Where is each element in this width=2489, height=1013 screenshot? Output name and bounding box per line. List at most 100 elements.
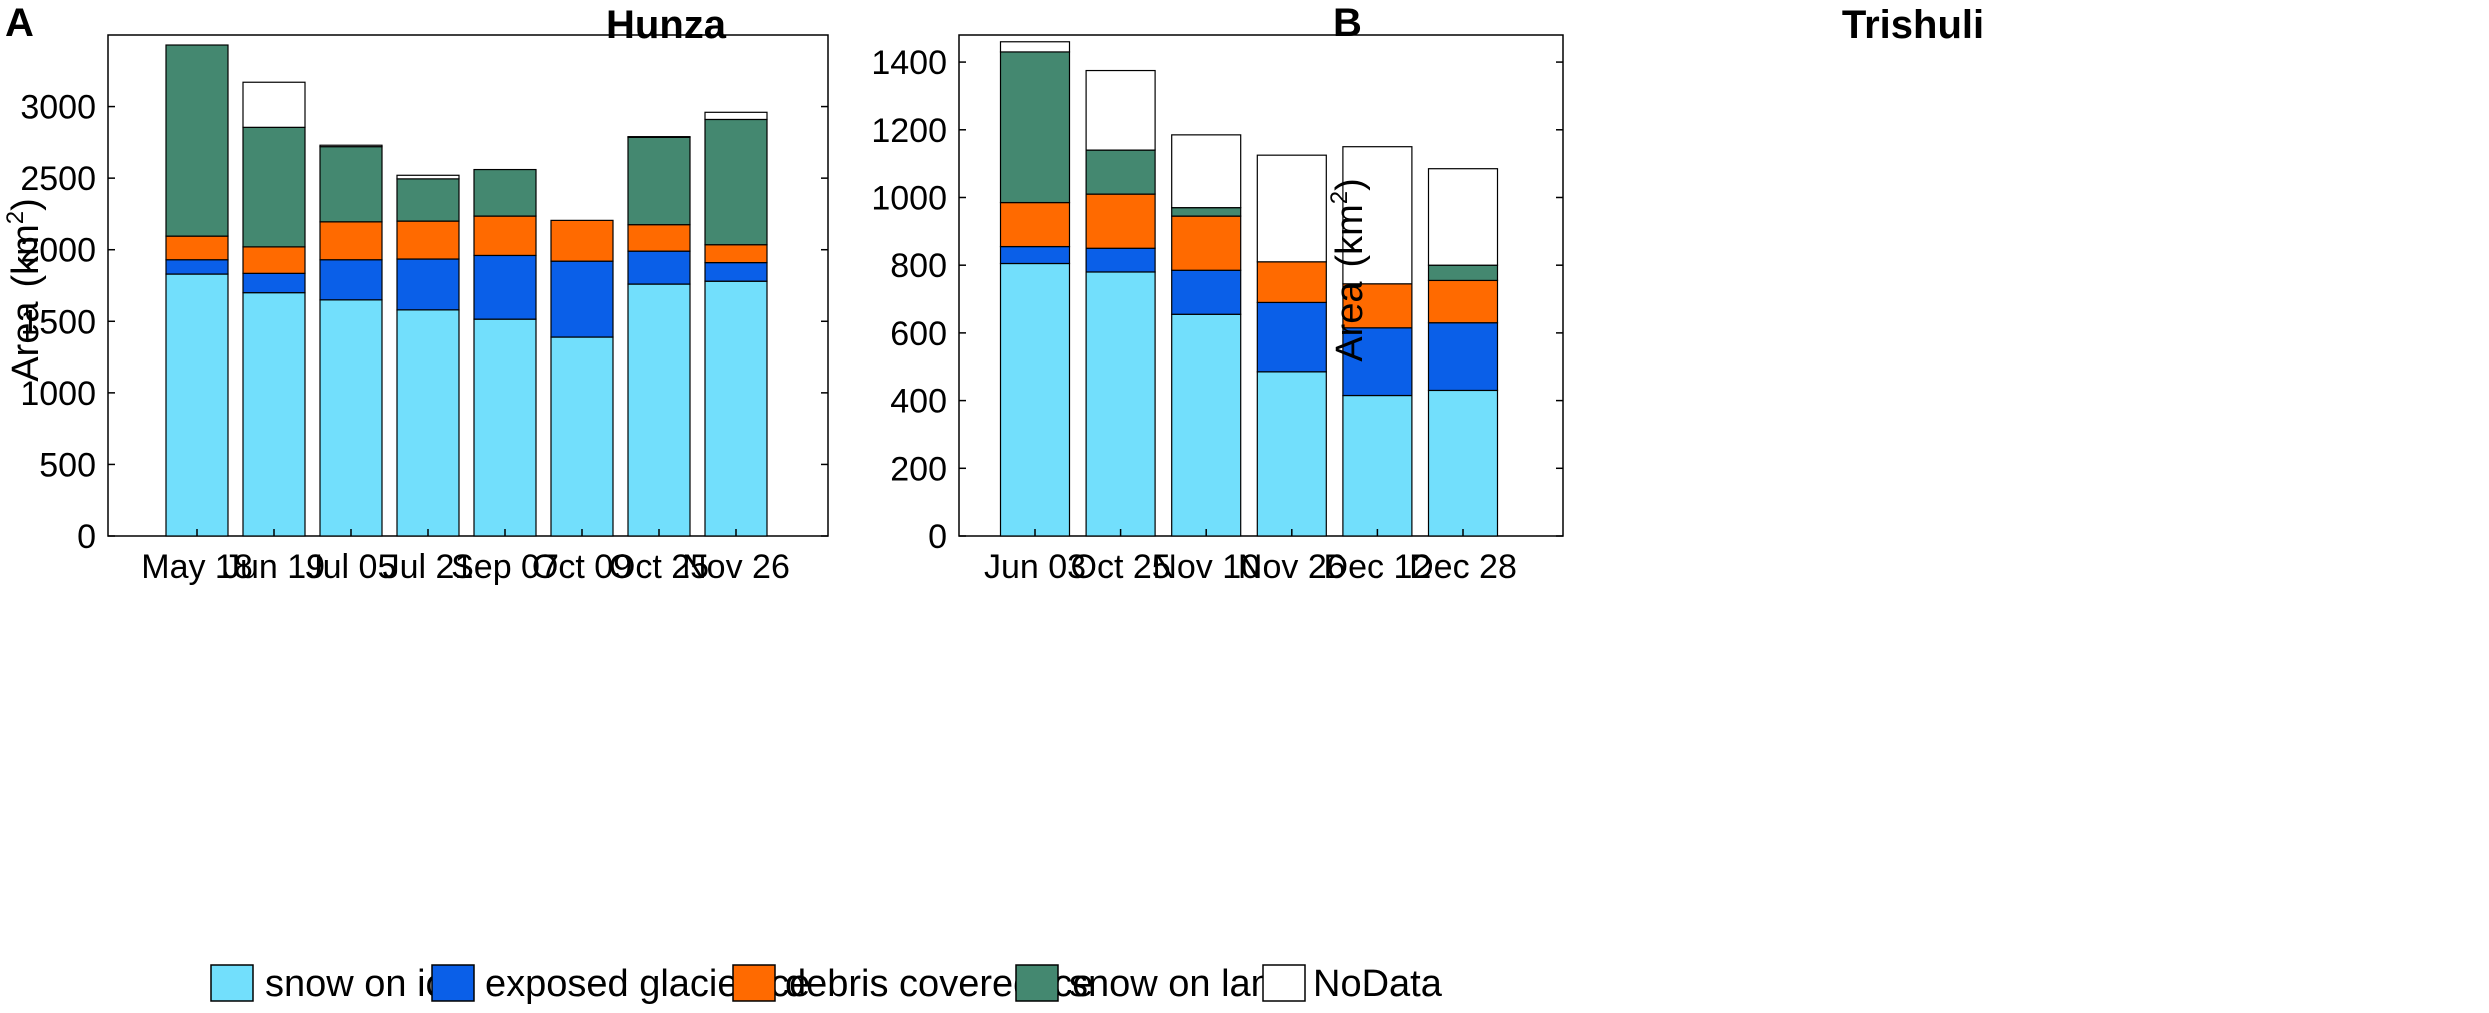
y-tick-label: 500 [39, 446, 96, 484]
bar-segment-nodata [1342, 146, 1413, 285]
bar-segment-snow-on-ice [1085, 271, 1156, 537]
bar-segment-exposed-glacier-ice [165, 259, 229, 275]
bar-segment-debris-covered-ice [396, 220, 460, 260]
bar-segment-exposed-glacier-ice [1171, 269, 1242, 315]
bar-segment-nodata [627, 136, 691, 138]
bar-segment-snow-on-land [1171, 207, 1242, 217]
bar-segment-nodata [319, 144, 383, 148]
bar-segment-snow-on-ice [999, 262, 1071, 537]
bar-segment-debris-covered-ice [1171, 215, 1242, 271]
bar-segment-debris-covered-ice [165, 235, 229, 261]
x-tick-label: Nov 10 [1152, 548, 1260, 586]
bar-segment-nodata [704, 111, 768, 121]
bar-segment-exposed-glacier-ice [1085, 247, 1156, 273]
panel-a-y-axis-label: Area(km2) [2, 198, 47, 382]
bar-segment-nodata [1427, 168, 1499, 266]
y-tick-label: 400 [890, 383, 947, 421]
bar-segment-exposed-glacier-ice [1256, 301, 1327, 373]
bar-segment-nodata [242, 81, 306, 128]
bar-segment-snow-on-ice [704, 280, 768, 537]
bar-segment-debris-covered-ice [704, 244, 768, 264]
y-tick-label: 600 [890, 315, 947, 353]
y-tick-label: 2500 [20, 160, 96, 198]
x-tick-label: Oct 25 [609, 548, 709, 586]
x-tick-label: Dec 12 [1324, 548, 1432, 586]
bar-segment-debris-covered-ice [1085, 193, 1156, 249]
bar-segment-snow-on-ice [1427, 389, 1499, 537]
x-tick-label: Oct 09 [532, 548, 632, 586]
bar-segment-snow-on-ice [242, 292, 306, 537]
bar-segment-nodata [1256, 154, 1327, 263]
x-tick-label: May 18 [141, 548, 253, 586]
y-tick-label: 1000 [871, 179, 947, 217]
bar-segment-debris-covered-ice [1256, 261, 1327, 304]
bar-segment-exposed-glacier-ice [1427, 322, 1499, 392]
x-tick-label: Dec 28 [1409, 548, 1517, 586]
panel-a-title: Hunza [606, 3, 727, 47]
x-tick-label: Jul 05 [306, 548, 397, 586]
bar-segment-snow-on-land [999, 51, 1071, 204]
bar-segment-snow-on-land [1427, 264, 1499, 282]
panel-b-letter: B [1333, 1, 1362, 45]
x-tick-label: Sep 07 [451, 548, 559, 586]
x-tick-label: Jun 19 [223, 548, 325, 586]
bar-segment-debris-covered-ice [242, 246, 306, 274]
legend-swatch-nodata [1262, 964, 1306, 1002]
x-tick-label: Oct 25 [1071, 548, 1171, 586]
bar-segment-snow-on-ice [550, 336, 614, 537]
y-tick-label: 1200 [871, 112, 947, 150]
bar-segment-exposed-glacier-ice [319, 259, 383, 301]
bar-segment-nodata [396, 174, 460, 180]
bar-segment-snow-on-land [165, 44, 229, 237]
bar-segment-nodata [999, 41, 1071, 53]
bar-segment-debris-covered-ice [550, 219, 614, 262]
bar-segment-exposed-glacier-ice [550, 260, 614, 338]
bar-segment-exposed-glacier-ice [1342, 327, 1413, 397]
y-tick-label: 1400 [871, 44, 947, 82]
legend-label-nodata: NoData [1313, 963, 1443, 1005]
bar-segment-snow-on-land [473, 168, 537, 217]
y-tick-label: 2000 [20, 232, 96, 270]
bar-segment-debris-covered-ice [999, 201, 1071, 248]
bar-segment-snow-on-land [1085, 149, 1156, 195]
legend-swatch-exposed-glacier-ice [431, 964, 475, 1002]
bar-segment-snow-on-ice [165, 273, 229, 537]
bar-segment-snow-on-land [627, 136, 691, 226]
y-tick-label: 1500 [20, 303, 96, 341]
bar-segment-debris-covered-ice [1427, 279, 1499, 324]
bar-segment-exposed-glacier-ice [627, 250, 691, 285]
bar-segment-snow-on-land [319, 146, 383, 223]
bar-segment-snow-on-land [704, 118, 768, 246]
bar-segment-snow-on-ice [627, 283, 691, 537]
bar-segment-snow-on-ice [396, 309, 460, 537]
bar-segment-snow-on-land [242, 126, 306, 248]
x-tick-label: Nov 26 [1238, 548, 1346, 586]
bar-segment-debris-covered-ice [473, 215, 537, 257]
panel-b-title: Trishuli [1842, 3, 1984, 47]
y-tick-label: 0 [928, 518, 947, 556]
legend-swatch-snow-on-ice [210, 964, 254, 1002]
legend-label-snow-on-land: snow on land [1069, 963, 1293, 1005]
legend-swatch-snow-on-land [1015, 964, 1059, 1002]
bar-segment-exposed-glacier-ice [704, 261, 768, 282]
bar-segment-snow-on-ice [1342, 394, 1413, 537]
bar-segment-exposed-glacier-ice [999, 245, 1071, 265]
x-tick-label: Nov 26 [682, 548, 790, 586]
bar-segment-snow-on-ice [1171, 313, 1242, 537]
y-tick-label: 800 [890, 247, 947, 285]
axes-frame [107, 34, 829, 537]
bar-segment-debris-covered-ice [319, 221, 383, 261]
bar-segment-snow-on-ice [1256, 371, 1327, 537]
bar-segment-exposed-glacier-ice [396, 258, 460, 311]
x-tick-label: Jun 03 [984, 548, 1086, 586]
bar-segment-snow-on-land [396, 178, 460, 222]
x-tick-label: Jul 21 [383, 548, 474, 586]
y-tick-label: 1000 [20, 375, 96, 413]
bar-segment-nodata [1171, 134, 1242, 209]
panel-b: B Trishuli 0 200 400 600 800 1000 1200 1400 Jun … [871, 1, 1984, 586]
